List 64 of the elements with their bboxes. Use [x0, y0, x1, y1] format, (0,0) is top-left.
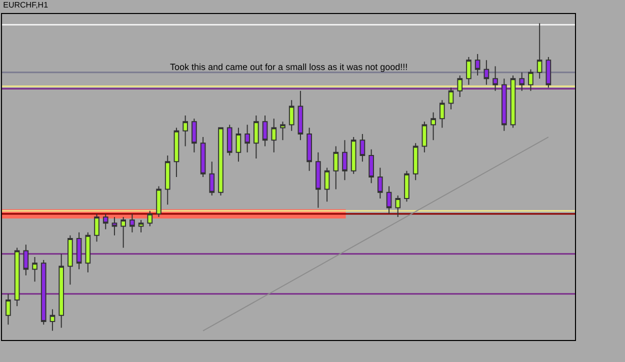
candlestick [147, 210, 153, 227]
candlestick [6, 293, 11, 326]
annotation: Took this and came out for a small loss as it was not good!!! [170, 62, 408, 72]
candlestick [368, 148, 374, 184]
candlestick [466, 56, 472, 86]
candlestick [501, 78, 507, 132]
candlestick [350, 136, 356, 174]
candlestick [546, 56, 552, 88]
candlestick [76, 232, 82, 270]
candlestick [377, 167, 383, 200]
candlestick [138, 220, 144, 233]
candlestick [448, 87, 454, 110]
candlestick [271, 118, 277, 153]
candlestick [316, 152, 321, 208]
candlestick [200, 136, 206, 178]
candlestick [528, 68, 534, 92]
candlestick [23, 244, 29, 276]
candlestick [50, 308, 56, 332]
candlestick [430, 112, 436, 141]
candlestick [280, 121, 286, 141]
candlestick [226, 124, 232, 156]
candlestick [439, 100, 445, 128]
candlestick [474, 53, 480, 76]
chart-title: EURCHF,H1 [3, 0, 49, 10]
candlestick [333, 146, 339, 190]
candlestick [58, 253, 64, 328]
candlestick [112, 216, 118, 236]
candlestick [68, 234, 73, 286]
candlestick [510, 75, 516, 128]
candlestick [236, 127, 242, 162]
candlestick [492, 66, 498, 92]
candlestick [404, 170, 410, 202]
candlestick [298, 90, 304, 141]
candlestick [412, 142, 418, 181]
candlestick [209, 161, 215, 196]
candlestick [40, 260, 46, 326]
candlestick [130, 213, 135, 233]
candlestick [342, 140, 348, 181]
candlestick [174, 127, 180, 178]
candlestick [32, 256, 38, 282]
candlestick [244, 124, 250, 153]
candlestick [262, 114, 268, 147]
candlestick [536, 22, 542, 80]
candlestick [94, 213, 100, 242]
candlestick [85, 232, 91, 273]
candlestick [102, 213, 108, 230]
candlestick [156, 186, 162, 218]
candlestick [14, 247, 20, 307]
candlestick [324, 167, 330, 202]
candlestick [519, 72, 525, 92]
candlestick [288, 100, 294, 132]
candlestick [457, 75, 463, 98]
candlestick [386, 186, 392, 214]
candlestick [120, 216, 126, 248]
candlestick [254, 114, 259, 160]
candlestick [360, 133, 366, 162]
candlestick [218, 127, 224, 196]
candlestick [182, 114, 188, 147]
candlestick [192, 118, 197, 153]
candlestick [395, 194, 401, 218]
candlestick [306, 127, 312, 172]
candlestick [484, 60, 490, 86]
candlestick [422, 121, 428, 153]
candlestick [164, 154, 170, 206]
